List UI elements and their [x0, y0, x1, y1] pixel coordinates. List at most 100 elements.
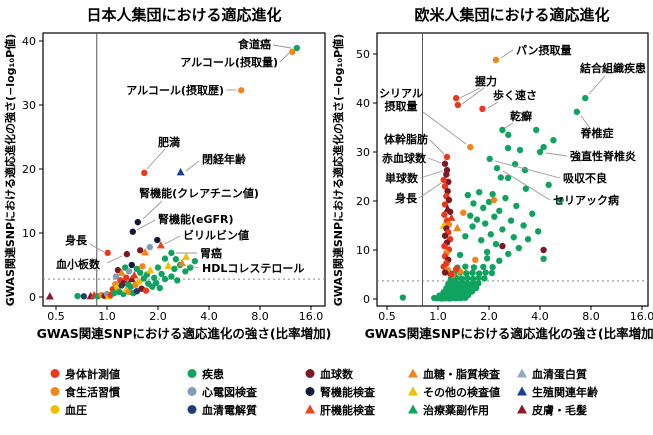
- labeled-data-point: [573, 108, 581, 116]
- legend-marker-circle: [50, 405, 60, 414]
- data-point: [456, 251, 464, 259]
- legend-item: 食生活習慣: [50, 385, 120, 399]
- data-point: [475, 280, 482, 287]
- legend-item: 血圧: [50, 403, 87, 417]
- legend-marker-circle: [50, 387, 60, 396]
- data-point: [154, 236, 161, 244]
- x-tick-label: 16.0: [630, 310, 653, 323]
- annotation-label: 胃癌: [200, 246, 222, 260]
- data-point: [123, 274, 130, 281]
- data-point: [496, 207, 503, 214]
- legend-item: 生殖関連年齢: [517, 385, 599, 399]
- y-tick-label: 0: [29, 291, 36, 304]
- data-point: [469, 269, 476, 276]
- data-point: [133, 288, 141, 295]
- x-tick-label: 4.0: [200, 310, 218, 323]
- data-point: [487, 231, 495, 238]
- data-point: [516, 146, 524, 154]
- annotation-label: 身長: [65, 233, 88, 247]
- data-point: [489, 190, 496, 198]
- annotation-connector: [461, 87, 485, 105]
- data-point: [182, 268, 189, 275]
- legend-marker-circle: [187, 369, 197, 378]
- labeled-data-point: [493, 164, 501, 172]
- legend-label: その他の検査値: [423, 385, 500, 399]
- annotation-connector: [142, 200, 163, 220]
- panel-title-right: 欧米人集団における適応進化: [414, 6, 609, 24]
- data-point: [497, 174, 505, 181]
- legend-item: 皮膚・毛髪: [517, 403, 587, 417]
- labeled-data-point: [492, 56, 500, 64]
- data-point: [467, 212, 474, 219]
- legend-item: 血清電解質: [187, 403, 257, 417]
- legend-item: 治療薬副作用: [408, 403, 489, 417]
- annotation-connector: [487, 101, 499, 109]
- data-point: [485, 198, 493, 206]
- annotation-label: 吸収不良: [563, 171, 607, 185]
- labeled-data-point: [441, 160, 449, 167]
- data-point: [499, 242, 506, 250]
- x-tick-label: 16.0: [299, 310, 324, 323]
- data-point: [499, 226, 506, 233]
- data-point: [45, 292, 54, 300]
- data-point: [452, 265, 460, 273]
- data-point: [441, 232, 449, 239]
- data-point: [513, 202, 520, 210]
- annotation-connector: [588, 75, 606, 95]
- data-point: [464, 191, 472, 199]
- annotation-connector: [106, 255, 123, 264]
- labeled-data-point: [176, 168, 185, 176]
- data-point: [520, 222, 527, 229]
- legend-marker-triangle: [408, 386, 418, 396]
- data-point: [515, 244, 523, 252]
- annotation-label: 単球数: [385, 171, 419, 185]
- x-tick-label: 4.0: [531, 310, 549, 323]
- x-axis-label-right: GWAS関連SNPにおける適応進化の強さ(比率増加): [365, 326, 653, 341]
- data-point: [505, 250, 512, 258]
- annotation-connector: [422, 111, 467, 145]
- legend-label: 血糖・脂質検査: [423, 367, 500, 381]
- labeled-data-point: [123, 250, 131, 258]
- data-point: [463, 270, 470, 277]
- legend-item: 腎機能検査: [305, 385, 375, 399]
- data-point: [454, 101, 462, 109]
- x-tick-label: 2.0: [480, 310, 498, 323]
- data-point: [128, 261, 135, 269]
- labeled-data-point: [443, 153, 451, 161]
- data-point: [557, 196, 564, 204]
- labeled-data-point: [452, 94, 460, 102]
- legend-item: 血清蛋白質: [517, 367, 587, 381]
- legend-marker-circle: [50, 369, 60, 378]
- data-point: [453, 223, 462, 232]
- y-axis-label-right: GWAS関連SNPにおける適応進化の強さ(−log₁₀P値): [331, 34, 345, 306]
- data-point: [156, 284, 164, 292]
- labeled-data-point: [168, 249, 175, 257]
- data-point: [146, 265, 155, 274]
- legend-label: 血清蛋白質: [532, 367, 587, 381]
- legend-item: 血糖・脂質検査: [408, 367, 500, 381]
- legend-marker-triangle: [408, 404, 418, 414]
- data-point: [441, 242, 448, 250]
- y-tick-label: 50: [356, 48, 370, 61]
- data-point: [540, 255, 547, 263]
- annotation-connector: [545, 152, 568, 157]
- legend-label: 食生活習慣: [65, 385, 120, 399]
- annotation-connector: [419, 170, 444, 179]
- plot-frame: [376, 32, 649, 307]
- data-point: [475, 188, 483, 196]
- data-point: [480, 204, 487, 212]
- data-point: [488, 269, 496, 277]
- data-point: [445, 196, 453, 204]
- data-point: [112, 273, 120, 280]
- data-point: [441, 211, 448, 218]
- data-point: [458, 275, 465, 282]
- y-tick-label: 20: [356, 195, 370, 208]
- annotation-connector: [504, 122, 514, 129]
- data-point: [441, 269, 449, 276]
- y-tick-label: 30: [356, 146, 370, 159]
- data-point: [130, 271, 139, 279]
- labeled-data-point: [440, 176, 447, 184]
- legend-label: 血清電解質: [202, 403, 257, 417]
- annotation-label: 体幹脂肪: [384, 132, 428, 146]
